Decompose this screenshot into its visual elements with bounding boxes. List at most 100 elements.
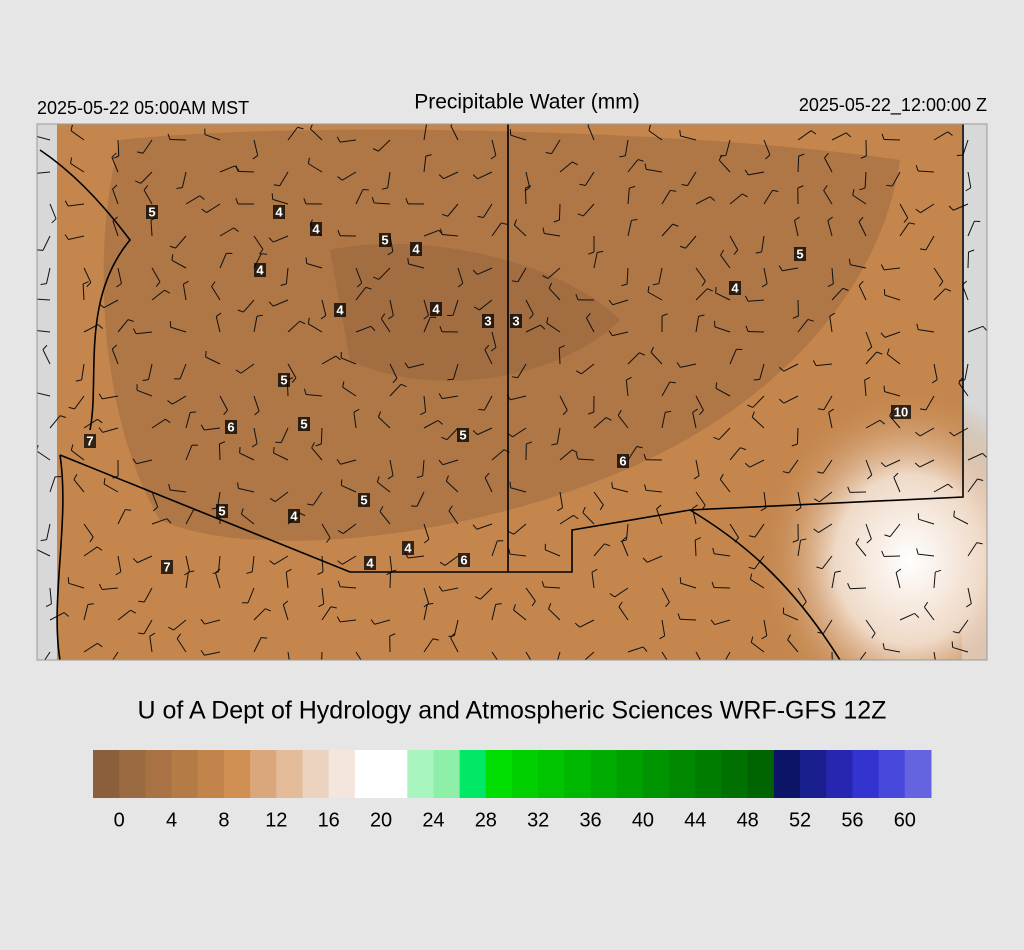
colorbar-box [695,750,722,798]
station-box [358,493,370,507]
colorbar-box [354,750,382,798]
moist-region [760,390,987,660]
wind-barb [918,553,935,557]
colorbar-box [223,750,251,798]
wind-barb [918,518,935,525]
wind-barb [138,600,145,603]
wind-barb [763,139,771,156]
wind-barb [425,154,432,157]
wind-barb [176,638,187,653]
wind-barb [724,651,731,660]
wind-barb [170,326,187,333]
wind-barb [407,257,410,265]
wind-barb [171,259,187,269]
wind-barb [525,171,531,188]
station-value: 5 [459,427,466,442]
wind-barb [510,395,527,401]
colorbar-tick-label: 60 [894,809,916,831]
wind-barb [219,253,227,269]
wind-barb [967,171,972,188]
wind-barb [49,587,52,604]
wind-barb [287,363,297,379]
wind-barb [336,136,341,143]
wind-barb [823,185,828,191]
wind-barb [495,603,502,605]
wind-barb [953,516,969,525]
wind-barb [827,283,834,288]
wind-barb [763,619,768,636]
wind-barb [621,536,627,542]
wind-barb [219,227,235,237]
wind-barb [316,668,322,670]
colorbar-box [721,750,749,798]
wind-barb [643,453,647,460]
wind-barb [548,287,561,301]
wind-barb [925,395,935,411]
wind-barb [311,447,323,461]
colorbar-box [773,750,801,798]
wind-barb [389,633,396,637]
wind-barb [824,153,829,159]
wind-barb [748,299,765,302]
wind-barb [828,408,835,413]
wind-barb [847,583,851,589]
colorbar-box [433,750,461,798]
wind-barb [931,668,936,671]
wind-barb [132,558,138,563]
wind-barb [155,281,161,287]
valid-utc-time: 2025-05-22_12:00:00 Z [799,95,987,116]
wind-barb [127,319,134,322]
wind-barb [822,459,833,474]
wind-barb [46,523,51,540]
wind-barb [442,233,459,237]
station-value: 7 [163,559,170,574]
wind-barb [797,155,800,173]
wind-barb [387,475,394,480]
station-box [729,281,741,295]
wind-barb [807,318,814,322]
wind-barb [659,635,665,640]
wind-barb [340,357,357,365]
colorbar-box [93,750,120,798]
wind-barb [98,393,103,400]
station-box [457,428,469,442]
wind-barb [715,292,731,301]
wind-barb [933,572,936,589]
wind-barb [513,523,527,535]
wind-barb [37,171,51,174]
wind-barb [748,171,765,176]
wind-barb [612,331,629,337]
wind-barb [321,587,325,604]
state-borders [39,124,964,660]
wind-barb [831,572,836,589]
wind-barb [117,509,126,525]
wind-barb [517,267,527,283]
wind-barb [37,298,51,301]
wind-barb [513,609,527,621]
wind-barb [240,363,255,374]
wind-barb [453,619,459,636]
wind-barb [423,538,430,544]
wind-barb [42,344,48,350]
wind-barb [953,510,955,517]
wind-barb [661,619,666,636]
wind-barb [967,325,984,333]
wind-barb [792,315,799,319]
wind-barb [218,443,221,461]
wind-barb [176,633,182,639]
wind-barb [279,171,289,186]
wind-barb [562,409,568,416]
wind-barb [51,218,57,224]
wind-barb [531,600,536,607]
wind-barb [181,171,187,188]
wind-barb [408,363,425,369]
wind-barb [572,161,578,166]
wind-barb [423,604,428,621]
wind-barb [587,125,595,141]
wind-barb [74,395,85,410]
wind-barb [627,352,640,365]
wind-barb [239,452,255,461]
wind-barb [256,314,263,317]
wind-barb [444,555,459,566]
